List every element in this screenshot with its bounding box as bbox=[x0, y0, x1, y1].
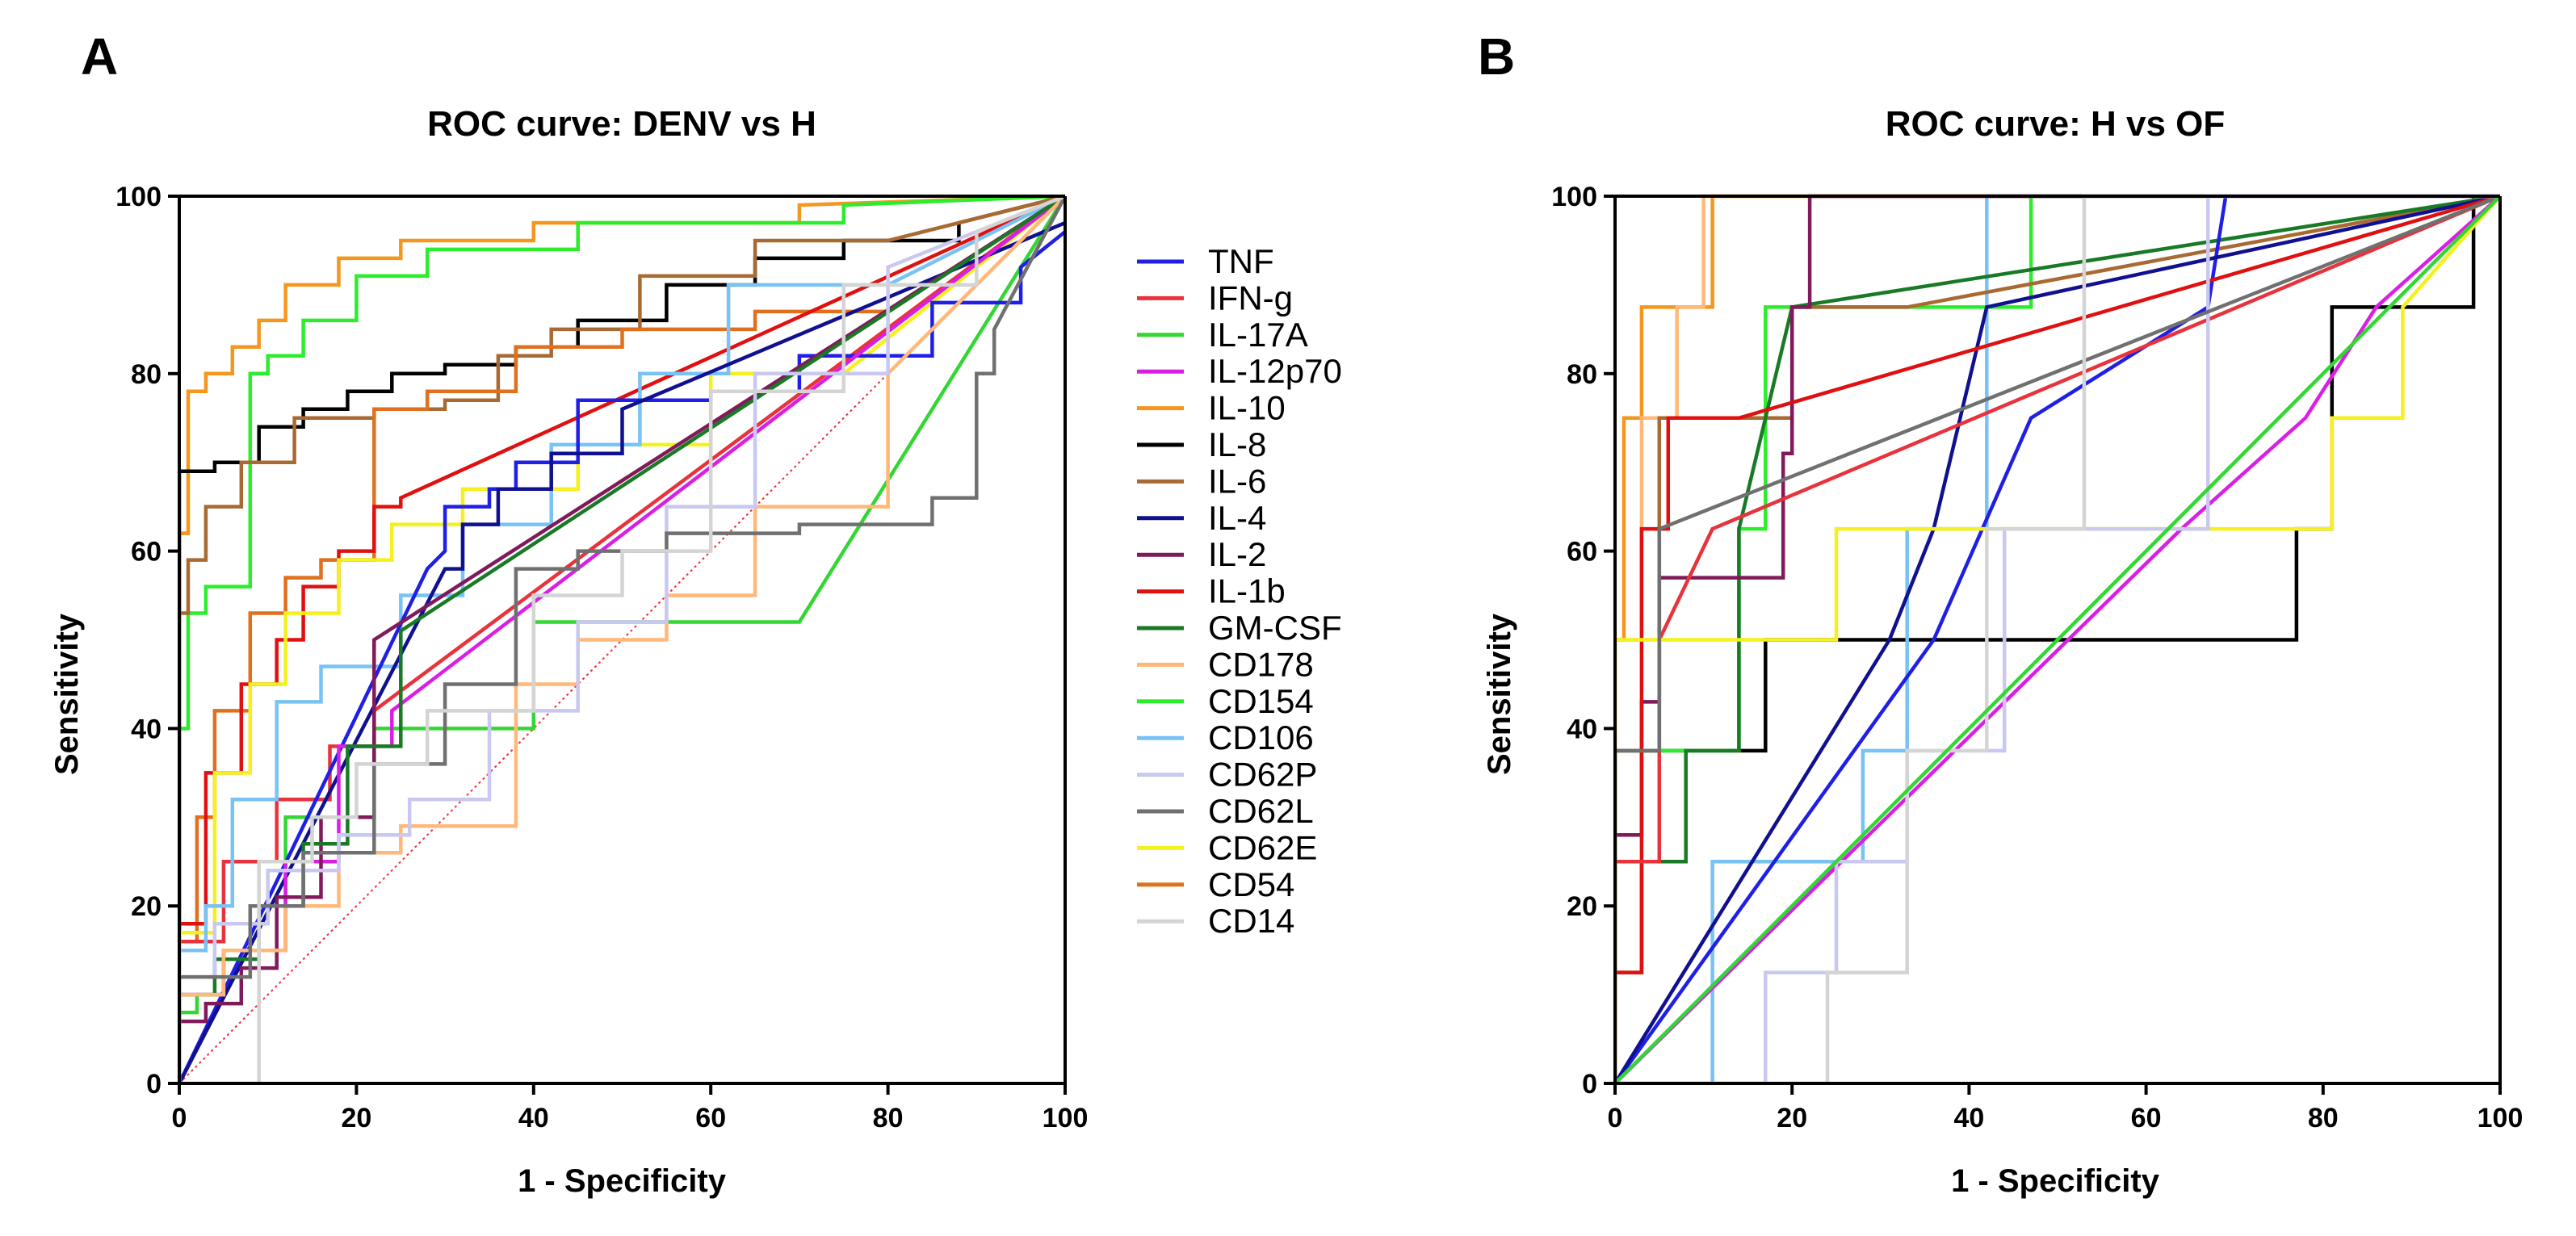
panel-b-label: B bbox=[1478, 27, 1515, 86]
panel-a-x-tick-label: 20 bbox=[341, 1103, 371, 1133]
panel-b-title: ROC curve: H vs OF bbox=[1886, 104, 2226, 144]
panel-b-x-tick-label: 60 bbox=[2131, 1103, 2162, 1133]
panel-b-y-tick-label: 40 bbox=[1567, 714, 1597, 744]
panel-a-series-cd154 bbox=[179, 194, 1066, 1083]
legend-label: IL-12p70 bbox=[1208, 352, 1342, 390]
panel-a-title: ROC curve: DENV vs H bbox=[427, 104, 816, 144]
panel-b-y-tick-label: 80 bbox=[1567, 359, 1597, 390]
panel-a-series-cd14 bbox=[179, 194, 1066, 1083]
panel-a-x-tick-label: 40 bbox=[518, 1103, 549, 1133]
legend-label: IFN-g bbox=[1208, 279, 1293, 316]
legend-label: IL-10 bbox=[1208, 389, 1286, 427]
panel-b-series-cd106 bbox=[1615, 194, 2500, 1083]
panel-a-series-il-1b bbox=[179, 194, 1066, 1083]
panel-a-series-cd62l bbox=[179, 195, 1067, 1083]
legend-label: CD62E bbox=[1208, 828, 1317, 866]
panel-a-series-il-4 bbox=[179, 220, 1066, 1083]
panel-a-y-tick-label: 100 bbox=[115, 182, 162, 212]
panel-a-plot: 0 20 40 60 80 100 0 20 40 60 80 100 bbox=[115, 182, 1088, 1133]
legend-label: IL-8 bbox=[1208, 425, 1266, 463]
panel-b-y-tick-label: 100 bbox=[1551, 182, 1597, 212]
legend-label: IL-17A bbox=[1208, 316, 1308, 354]
legend-label: IL-1b bbox=[1208, 572, 1286, 610]
panel-a: A ROC curve: DENV vs H 0 20 40 60 80 100 0 20 40… bbox=[49, 27, 1088, 1199]
panel-a-x-axis-title: 1 - Specificity bbox=[518, 1163, 727, 1199]
panel-a-x-tick-label: 0 bbox=[172, 1103, 187, 1133]
panel-a-x-tick-label: 60 bbox=[695, 1103, 726, 1133]
panel-b-y-tick-label: 20 bbox=[1567, 891, 1597, 922]
panel-a-series-tnf bbox=[179, 230, 1067, 1083]
panel-b-x-tick-label: 40 bbox=[1953, 1103, 1984, 1133]
panel-b-series-il-12p70 bbox=[1615, 195, 2502, 1083]
panel-a-y-tick-label: 60 bbox=[131, 537, 162, 568]
panel-a-series-cd178 bbox=[179, 195, 1067, 1083]
panel-b-series-cd62l bbox=[1615, 194, 2501, 1083]
panel-b: B ROC curve: H vs OF 0 20 40 60 80 100 0 20 40 60… bbox=[1478, 27, 2523, 1199]
legend-label: IL-2 bbox=[1208, 535, 1266, 573]
panel-a-y-tick-label: 80 bbox=[131, 359, 162, 390]
panel-b-x-tick-label: 80 bbox=[2308, 1103, 2339, 1133]
legend-label: CD54 bbox=[1208, 865, 1294, 903]
legend: TNFIFN-gIL-17AIL-12p70IL-10IL-8IL-6IL-4I… bbox=[1137, 242, 1342, 940]
panel-a-y-tick-label: 40 bbox=[131, 714, 162, 744]
legend-label: GM-CSF bbox=[1208, 609, 1342, 647]
legend-label: CD62L bbox=[1208, 792, 1314, 830]
panel-b-series-il-17a bbox=[1615, 195, 2502, 1083]
panel-b-x-axis-title: 1 - Specificity bbox=[1951, 1163, 2160, 1199]
panel-a-x-tick-label: 100 bbox=[1043, 1103, 1089, 1133]
panel-b-plot: 0 20 40 60 80 100 0 20 40 60 80 100 bbox=[1551, 182, 2523, 1133]
panel-b-y-axis-title: Sensitivity bbox=[1482, 613, 1517, 775]
panel-b-x-tick-label: 100 bbox=[2477, 1103, 2524, 1133]
legend-label: CD178 bbox=[1208, 645, 1314, 683]
panel-a-x-tick-label: 80 bbox=[873, 1103, 904, 1133]
legend-label: IL-4 bbox=[1208, 499, 1266, 537]
panel-b-series-group bbox=[1615, 194, 2502, 1083]
panel-a-series-il-10 bbox=[179, 194, 1066, 1083]
panel-a-series-group bbox=[179, 194, 1067, 1083]
panel-b-x-tick-label: 20 bbox=[1777, 1103, 1807, 1133]
panel-a-y-tick-label: 20 bbox=[131, 891, 162, 922]
legend-label: CD106 bbox=[1208, 719, 1314, 756]
panel-a-series-il-8 bbox=[179, 194, 1066, 1083]
legend-label: IL-6 bbox=[1208, 462, 1266, 500]
panel-a-y-tick-label: 0 bbox=[146, 1069, 162, 1100]
panel-b-y-tick-label: 60 bbox=[1567, 537, 1597, 568]
legend-label: CD62P bbox=[1208, 756, 1317, 794]
panel-b-series-il-1b bbox=[1615, 194, 2501, 1083]
legend-label: CD14 bbox=[1208, 902, 1294, 940]
panel-a-label: A bbox=[81, 27, 118, 86]
panel-a-y-axis-title: Sensitivity bbox=[49, 613, 85, 775]
panel-a-series-cd62p bbox=[179, 194, 1066, 1083]
legend-label: CD154 bbox=[1208, 682, 1314, 720]
panel-b-x-tick-label: 0 bbox=[1608, 1103, 1623, 1133]
panel-b-y-tick-label: 0 bbox=[1582, 1069, 1597, 1100]
panel-b-series-il-4 bbox=[1615, 194, 2501, 1083]
legend-label: TNF bbox=[1208, 242, 1274, 280]
